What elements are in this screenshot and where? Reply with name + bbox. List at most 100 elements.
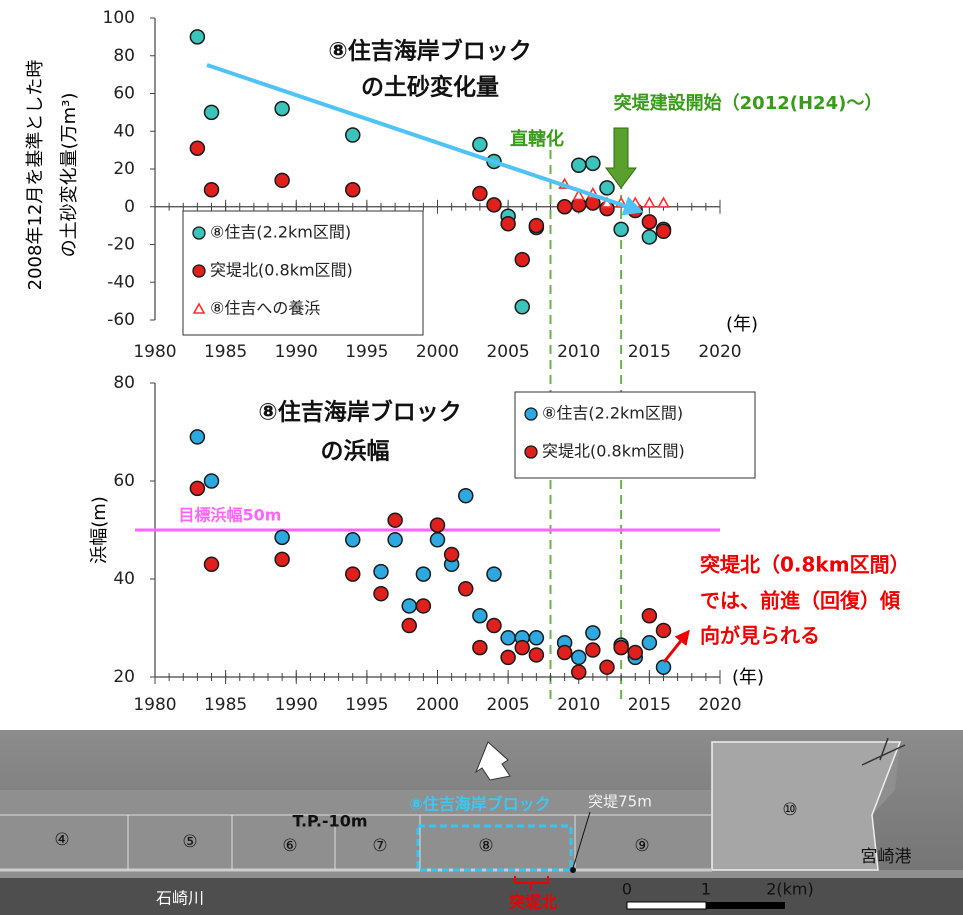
scatter-point	[275, 530, 289, 544]
scatter-point	[374, 565, 388, 579]
scatter-point	[657, 660, 671, 674]
scale-bar	[706, 902, 785, 909]
scatter-point	[586, 156, 600, 170]
scatter-point	[473, 137, 487, 151]
scatter-point	[402, 599, 416, 613]
scatter-point	[473, 187, 487, 201]
scatter-point	[586, 643, 600, 657]
scatter-point	[275, 552, 289, 566]
scatter-point	[628, 646, 642, 660]
target-label: 目標浜幅50m	[179, 506, 282, 525]
x-tick-label: 1980	[133, 342, 176, 362]
scatter-point	[205, 105, 219, 119]
scatter-point	[529, 219, 543, 233]
depth-label: T.P.-10m	[292, 812, 367, 831]
port-label: 宮崎港	[861, 847, 912, 867]
legend-marker	[525, 446, 537, 458]
scatter-point	[205, 557, 219, 571]
scale-label: 0	[622, 880, 632, 899]
y-axis-label: 浜幅(m)	[89, 496, 110, 564]
scatter-point	[572, 158, 586, 172]
chart-title: ⑧住吉海岸ブロック	[328, 38, 531, 65]
scale-label: 1	[701, 880, 711, 899]
scatter-point	[459, 489, 473, 503]
chart-title: の土砂変化量	[361, 74, 499, 101]
scatter-point	[205, 183, 219, 197]
scale-label: 2(km)	[766, 880, 814, 899]
y-tick-label: 40	[113, 569, 135, 589]
zone-label: ⑨	[634, 836, 649, 856]
y-tick-label: 60	[113, 471, 135, 491]
triangle-marker	[630, 198, 640, 207]
annotation: 突堤建設開始（2012(H24)〜）	[614, 92, 883, 114]
x-tick-label: 2020	[698, 695, 741, 715]
scatter-point	[529, 631, 543, 645]
y-tick-label: 20	[113, 667, 135, 687]
scale-bar	[627, 902, 706, 909]
scatter-point	[515, 253, 529, 267]
scatter-point	[388, 513, 402, 527]
scatter-point	[445, 548, 459, 562]
block-label: ⑧住吉海岸ブロック	[409, 795, 551, 814]
x-tick-label: 1985	[204, 695, 247, 715]
legend-label: ⑧住吉への養浜	[210, 299, 320, 318]
y-tick-label: 80	[113, 373, 135, 393]
y-tick-label: -60	[107, 310, 135, 330]
y-tick-label: 20	[113, 159, 135, 179]
y-tick-label: 100	[103, 8, 135, 28]
scatter-point	[558, 646, 572, 660]
scatter-point	[473, 609, 487, 623]
groin-label: 突堤75m	[588, 793, 652, 811]
zone-label: ⑦	[372, 836, 387, 856]
x-tick-label: 1995	[345, 342, 388, 362]
y-axis-label: の土砂変化量(万m³)	[59, 93, 80, 258]
scatter-point	[501, 631, 515, 645]
x-tick-label: 2005	[486, 695, 529, 715]
scatter-point	[657, 224, 671, 238]
scatter-point	[431, 533, 445, 547]
scatter-point	[501, 217, 515, 231]
scatter-point	[431, 518, 445, 532]
scatter-point	[487, 619, 501, 633]
scatter-point	[190, 30, 204, 44]
scatter-point	[346, 128, 360, 142]
scatter-point	[600, 660, 614, 674]
annotation: 直轄化	[510, 128, 564, 150]
zone-label: ⑥	[282, 836, 297, 856]
scatter-point	[572, 665, 586, 679]
scatter-point	[388, 533, 402, 547]
y-tick-label: -20	[107, 235, 135, 255]
chart-title: の浜幅	[321, 439, 390, 465]
scatter-point	[275, 173, 289, 187]
legend-label: 突堤北(0.8km区間)	[542, 442, 685, 461]
scatter-point	[558, 200, 572, 214]
scatter-point	[501, 650, 515, 664]
scatter-point	[642, 609, 656, 623]
x-tick-label: 2010	[557, 695, 600, 715]
annotation: 突堤北（0.8km区間）	[700, 553, 910, 577]
y-tick-label: -40	[107, 272, 135, 292]
scatter-point	[614, 641, 628, 655]
scatter-point	[374, 587, 388, 601]
x-tick-label: 2000	[416, 342, 459, 362]
x-tick-label: 2015	[628, 342, 671, 362]
y-tick-label: 0	[124, 197, 135, 217]
scatter-point	[416, 599, 430, 613]
inland	[0, 878, 963, 915]
scatter-point	[346, 183, 360, 197]
x-axis-label: (年)	[732, 667, 764, 688]
x-tick-label: 2010	[557, 342, 600, 362]
scatter-point	[642, 230, 656, 244]
legend-label: 突堤北(0.8km区間)	[210, 261, 353, 280]
legend-marker	[193, 265, 205, 277]
annotation: 向が見られる	[700, 624, 820, 648]
scatter-point	[416, 567, 430, 581]
scatter-point	[473, 641, 487, 655]
y-tick-label: 60	[113, 84, 135, 104]
scatter-point	[642, 636, 656, 650]
page: -60-40-200204060801001980198519901995200…	[0, 0, 963, 915]
scatter-point	[487, 198, 501, 212]
x-tick-label: 1980	[133, 695, 176, 715]
triangle-marker	[659, 198, 669, 207]
scatter-point	[642, 215, 656, 229]
